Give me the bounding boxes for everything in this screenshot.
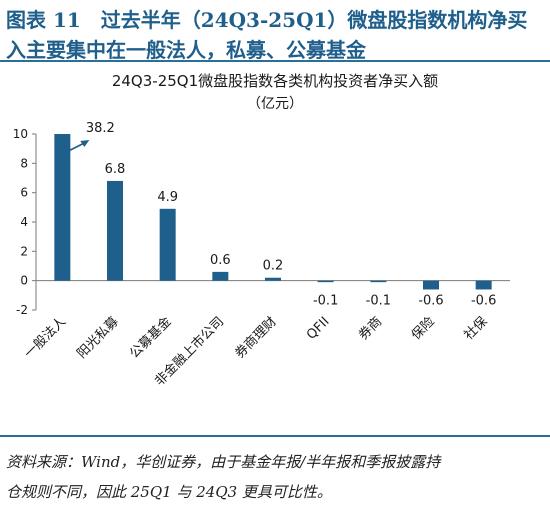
category-label: 保险 (409, 314, 438, 343)
bar (423, 280, 439, 290)
figure-title-line-2: 入主要集中在一般法人，私募、公募基金 (6, 38, 366, 62)
category-label: 公募基金 (126, 314, 174, 362)
y-tick-label: 0 (20, 274, 28, 288)
source-note: 资料来源：Wind，华创证券，由于基金年报/半年报和季报披露持 仓规则不同，因此… (0, 435, 550, 524)
data-label: -0.6 (418, 294, 443, 309)
y-tick-label: 6 (20, 186, 28, 200)
y-tick-label: 2 (20, 244, 28, 258)
category-label: 阳光私募 (74, 314, 121, 361)
chart-area: 24Q3-25Q1微盘股指数各类机构投资者净买入额 （亿元） -2 0 2 4 6 8 10… (0, 64, 550, 434)
bar (107, 180, 123, 281)
data-label: 0.6 (210, 253, 231, 268)
y-tick-label: 10 (13, 127, 28, 141)
category-label: 社保 (461, 314, 491, 344)
bar (475, 280, 492, 290)
bar (370, 280, 387, 283)
data-label: 6.8 (105, 162, 126, 177)
source-note-line-1: 资料来源：Wind，华创证券，由于基金年报/半年报和季报披露持 (6, 453, 441, 471)
bar (265, 277, 281, 281)
bar (54, 134, 71, 281)
source-note-line-2: 仓规则不同，因此 25Q1 与 24Q3 更具可比性。 (6, 483, 332, 501)
bar-chart: 24Q3-25Q1微盘股指数各类机构投资者净买入额 （亿元） -2 0 2 4 6 8 10… (13, 72, 510, 389)
chart-title: 24Q3-25Q1微盘股指数各类机构投资者净买入额 (112, 72, 438, 90)
category-label: 券商 (355, 314, 385, 344)
category-label: QFII (304, 314, 333, 343)
category-label: 一般法人 (21, 314, 69, 362)
bar (317, 280, 334, 283)
bar (212, 271, 229, 281)
y-tick-label: -2 (16, 303, 28, 317)
data-label: -0.1 (366, 294, 391, 309)
figure-title: 图表 11 过去半年（24Q3-25Q1）微盘股指数机构净买 入主要集中在一般法… (0, 0, 550, 62)
y-tick-label: 8 (20, 156, 28, 170)
data-label: -0.1 (313, 294, 338, 309)
data-label: 4.9 (157, 190, 178, 205)
data-label: -0.6 (471, 294, 496, 309)
figure-title-line-1: 图表 11 过去半年（24Q3-25Q1）微盘股指数机构净买 (6, 8, 528, 32)
category-label: 券商理财 (232, 314, 280, 362)
data-label: 0.2 (263, 259, 284, 274)
chart-subtitle: （亿元） (247, 96, 303, 112)
bar (159, 208, 176, 281)
callout-arrow-head (80, 140, 90, 147)
y-tick-label: 4 (20, 215, 28, 229)
data-label: 38.2 (86, 121, 115, 136)
